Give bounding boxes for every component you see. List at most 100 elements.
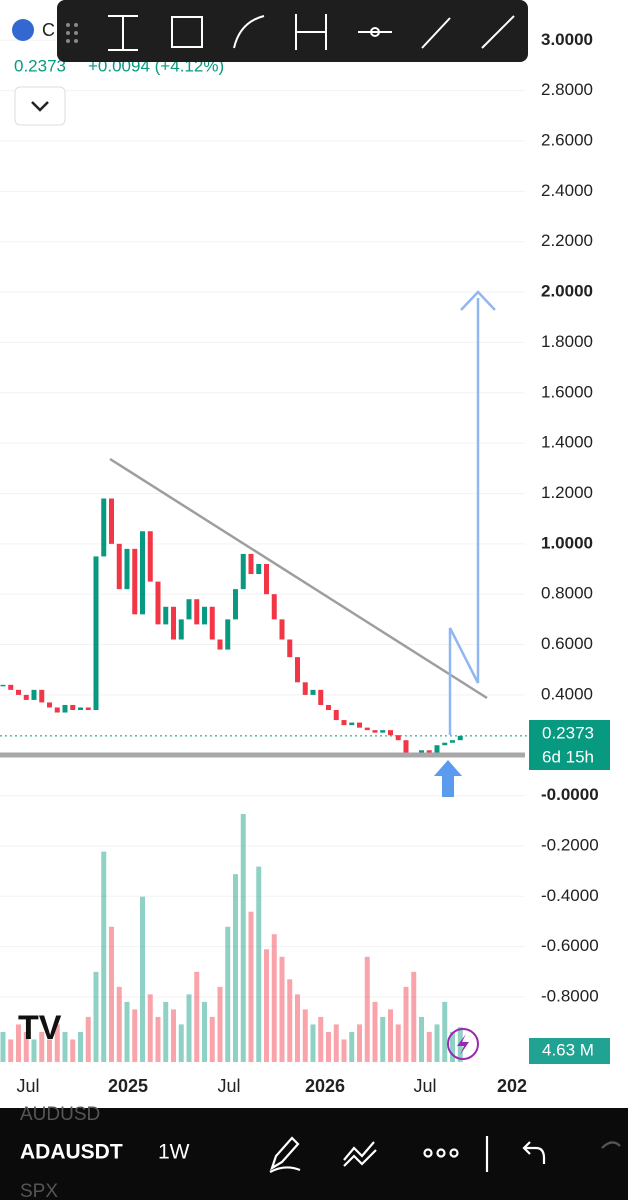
volume-bar	[124, 1001, 130, 1062]
candle-body	[54, 707, 60, 713]
drawing-toolbar	[57, 0, 528, 62]
volume-bar	[78, 1031, 83, 1062]
candle-body	[202, 606, 207, 625]
candle-body	[302, 682, 308, 695]
volume-bar	[0, 1031, 6, 1062]
candle-body	[403, 740, 409, 753]
candle-body	[8, 684, 14, 690]
candle-body	[217, 639, 223, 650]
volume-bar	[225, 926, 231, 1062]
candle-body	[155, 581, 161, 625]
volume-bar	[70, 1039, 76, 1062]
candle-body	[23, 694, 29, 700]
y-tick-label: 1.8000	[541, 332, 593, 351]
flash-button[interactable]	[447, 1028, 479, 1060]
volume-bar	[8, 1039, 14, 1062]
y-tick-label: -0.2000	[541, 835, 599, 854]
candle-body	[388, 730, 393, 736]
volume-bar	[364, 956, 370, 1062]
up-arrow	[434, 760, 462, 797]
candle-body	[457, 735, 463, 741]
chevron	[31, 101, 49, 112]
candle-body	[178, 619, 184, 640]
volume-bar	[54, 1024, 60, 1062]
candle-body	[116, 543, 122, 590]
candle-body	[318, 689, 324, 705]
volume-bar	[62, 1031, 68, 1062]
candle-body	[16, 689, 21, 695]
volume-bar	[209, 1016, 215, 1062]
x-tick-label: 202	[497, 1076, 527, 1096]
candle-body	[186, 599, 192, 620]
volume-bar	[310, 1024, 316, 1062]
volume-bar	[419, 1016, 424, 1062]
candle-body	[147, 531, 153, 582]
volume-bar	[217, 986, 223, 1062]
x-tick-label: 2025	[108, 1076, 148, 1096]
volume-bar	[372, 1001, 378, 1062]
y-tick-label: 2.8000	[541, 80, 593, 99]
y-tick-label: 1.4000	[541, 433, 593, 452]
volume-bar	[101, 851, 107, 1062]
volume-bar	[395, 1024, 401, 1062]
x-tick-label: Jul	[16, 1076, 39, 1096]
volume-bar	[233, 874, 238, 1062]
candle-body	[357, 722, 362, 728]
candle-body	[287, 639, 293, 658]
candle-body	[395, 735, 401, 741]
volume-bar	[116, 986, 122, 1062]
volume-bar	[450, 1031, 455, 1062]
volume-bar	[256, 866, 262, 1062]
candle-body	[124, 548, 130, 590]
volume-bar	[147, 994, 153, 1062]
volume-bar	[178, 1024, 184, 1062]
candle-body	[372, 730, 378, 733]
volume-bar	[403, 986, 409, 1062]
candle-body	[93, 556, 99, 710]
candle-body	[295, 657, 300, 683]
volume-bar	[132, 1009, 138, 1062]
symbol-initial: C	[42, 20, 55, 40]
projection-path	[448, 298, 480, 735]
x-tick-label: 2026	[305, 1076, 345, 1096]
y-tick-label: 1.0000	[541, 533, 593, 552]
volume-bar	[341, 1039, 347, 1062]
candle-body	[279, 619, 285, 640]
volume-bar	[31, 1039, 37, 1062]
y-tick-label: 2.4000	[541, 181, 593, 200]
y-tick-label: 2.0000	[541, 282, 593, 301]
volume-bar	[202, 1001, 207, 1062]
volume-bar	[163, 1001, 169, 1062]
volume-bar	[388, 1009, 393, 1062]
volume-bar	[318, 1016, 324, 1062]
volume-bar	[16, 1024, 21, 1062]
bottom-icons[interactable]	[269, 1136, 621, 1173]
ghost-symbol-below: SPX	[20, 1181, 58, 1200]
volume-bar	[333, 1024, 339, 1062]
candle-body	[0, 684, 6, 687]
candle-body	[426, 750, 432, 753]
candle-body	[364, 727, 370, 731]
volume-bar	[411, 971, 417, 1062]
candle-body	[109, 498, 114, 544]
volume-bar	[85, 1016, 91, 1062]
y-tick-label: 1.6000	[541, 382, 593, 401]
symbol[interactable]: ADAUSDT	[20, 1141, 123, 1164]
collapse-button[interactable]	[14, 86, 66, 126]
candle-body	[248, 553, 254, 575]
symbol-clip[interactable]: ADAUSDT	[20, 1141, 123, 1164]
interval[interactable]: 1W	[158, 1141, 190, 1164]
volume-bar	[287, 979, 293, 1062]
candle-body	[31, 689, 37, 700]
y-tick-label: 0.4000	[541, 684, 593, 703]
candle-body	[132, 548, 138, 615]
candle-body	[78, 707, 83, 710]
volume-bar	[434, 1024, 440, 1062]
candle-body	[194, 599, 200, 625]
plot	[0, 39, 528, 1062]
y-tick-label: -0.6000	[541, 936, 599, 955]
volume-bar	[109, 926, 114, 1062]
volume-bar	[39, 1031, 45, 1062]
candle-body	[450, 740, 455, 743]
